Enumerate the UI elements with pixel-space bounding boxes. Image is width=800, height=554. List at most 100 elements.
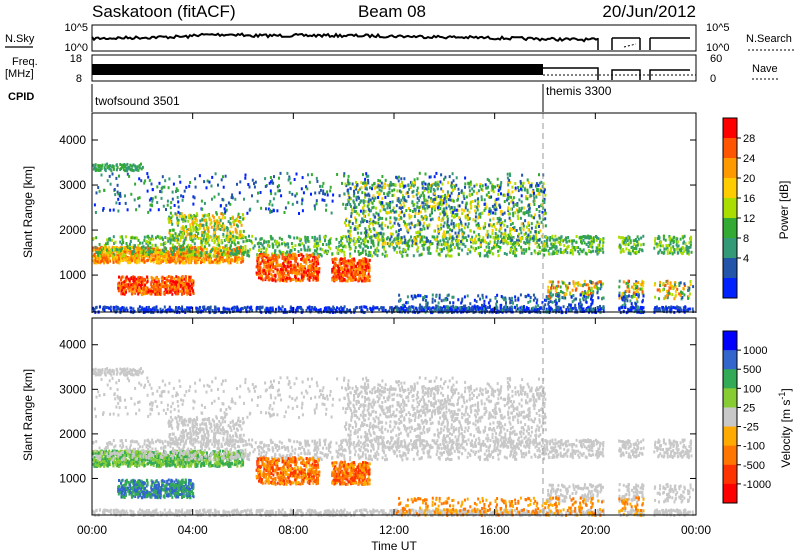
power-cell — [383, 248, 385, 251]
power-cell — [130, 288, 132, 291]
power-cell — [203, 227, 205, 230]
power-cell — [132, 284, 134, 287]
search-noise-line — [624, 44, 636, 47]
power-cell — [368, 200, 370, 203]
power-cell — [433, 236, 435, 239]
power-cell — [521, 252, 523, 255]
power-cell — [345, 245, 347, 248]
power-cell — [126, 245, 128, 248]
power-cell — [403, 235, 405, 238]
power-cell — [504, 252, 506, 255]
power-cell — [655, 309, 657, 312]
power-cell — [258, 249, 260, 252]
power-cell — [205, 219, 207, 222]
power-cell — [658, 309, 660, 312]
power-cell — [416, 193, 418, 196]
noise-left-label: N.Sky — [5, 33, 35, 45]
power-cell — [158, 280, 160, 283]
power-cell — [179, 307, 181, 310]
power-cell — [475, 247, 477, 250]
power-cell — [244, 245, 246, 248]
power-cell — [185, 254, 187, 257]
power-cell — [350, 269, 352, 272]
power-cell — [238, 213, 240, 216]
power-cell — [294, 275, 296, 278]
power-cell — [288, 261, 290, 264]
power-cell — [225, 238, 227, 241]
power-cell — [275, 258, 277, 261]
power-cell — [182, 262, 184, 265]
power-cell — [202, 224, 204, 227]
power-cell — [524, 219, 526, 222]
power-cell — [230, 238, 232, 241]
power-cell — [413, 190, 415, 193]
power-cell — [292, 254, 294, 257]
power-cell — [213, 231, 215, 234]
power-cell — [184, 226, 186, 229]
power-cell — [306, 257, 308, 260]
power-cell — [375, 207, 377, 210]
power-cell — [107, 261, 109, 264]
power-cell — [191, 287, 193, 290]
power-cell — [367, 254, 369, 257]
power-cell — [225, 245, 227, 248]
power-cell — [228, 258, 230, 261]
power-cell — [257, 268, 259, 271]
power-cell — [369, 279, 371, 282]
power-cell — [370, 246, 372, 249]
power-cell — [285, 274, 287, 277]
power-cell — [341, 262, 343, 265]
power-cell — [229, 253, 231, 256]
power-cell — [261, 237, 263, 240]
power-cell — [488, 246, 490, 249]
power-cell — [503, 236, 505, 239]
power-cell — [172, 280, 174, 283]
power-cell — [162, 249, 164, 252]
power-cell — [365, 250, 367, 253]
power-cell — [466, 196, 468, 199]
power-cell — [451, 214, 453, 217]
power-cell — [377, 243, 379, 246]
power-cell — [245, 236, 247, 239]
power-cell — [290, 261, 292, 264]
power-cell — [227, 251, 229, 254]
power-cell — [124, 248, 126, 251]
power-cell — [458, 253, 460, 256]
power-cell — [437, 243, 439, 246]
power-cell — [458, 188, 460, 191]
power-cell — [672, 306, 674, 309]
power-cell — [270, 235, 272, 238]
power-cell — [446, 246, 448, 249]
power-cell — [123, 281, 125, 284]
power-cell — [143, 239, 145, 242]
power-cell — [203, 261, 205, 264]
power-cell — [377, 222, 379, 225]
power-cell — [216, 225, 218, 228]
power-cell — [208, 244, 210, 247]
power-cell — [376, 306, 378, 309]
power-cell — [172, 244, 174, 247]
power-cell — [247, 250, 249, 253]
power-cell — [171, 309, 173, 312]
power-cell — [157, 235, 159, 238]
power-cell — [319, 235, 321, 238]
power-cell — [528, 247, 530, 250]
power-cell — [161, 283, 163, 286]
power-cell — [166, 284, 168, 287]
power-cell — [504, 200, 506, 203]
power-cell — [511, 186, 513, 189]
power-cell — [109, 239, 111, 242]
power-cell — [104, 306, 106, 309]
power-cell — [217, 257, 219, 260]
power-cell — [401, 181, 403, 184]
power-cell — [258, 306, 260, 309]
power-cell — [442, 190, 444, 193]
power-cell — [459, 229, 461, 232]
power-cell — [429, 308, 431, 311]
power-cell — [118, 276, 120, 279]
power-cell — [467, 252, 469, 255]
power-cell — [441, 249, 443, 252]
power-cell — [419, 254, 421, 257]
power-cell — [147, 291, 149, 294]
power-cell — [475, 235, 477, 238]
